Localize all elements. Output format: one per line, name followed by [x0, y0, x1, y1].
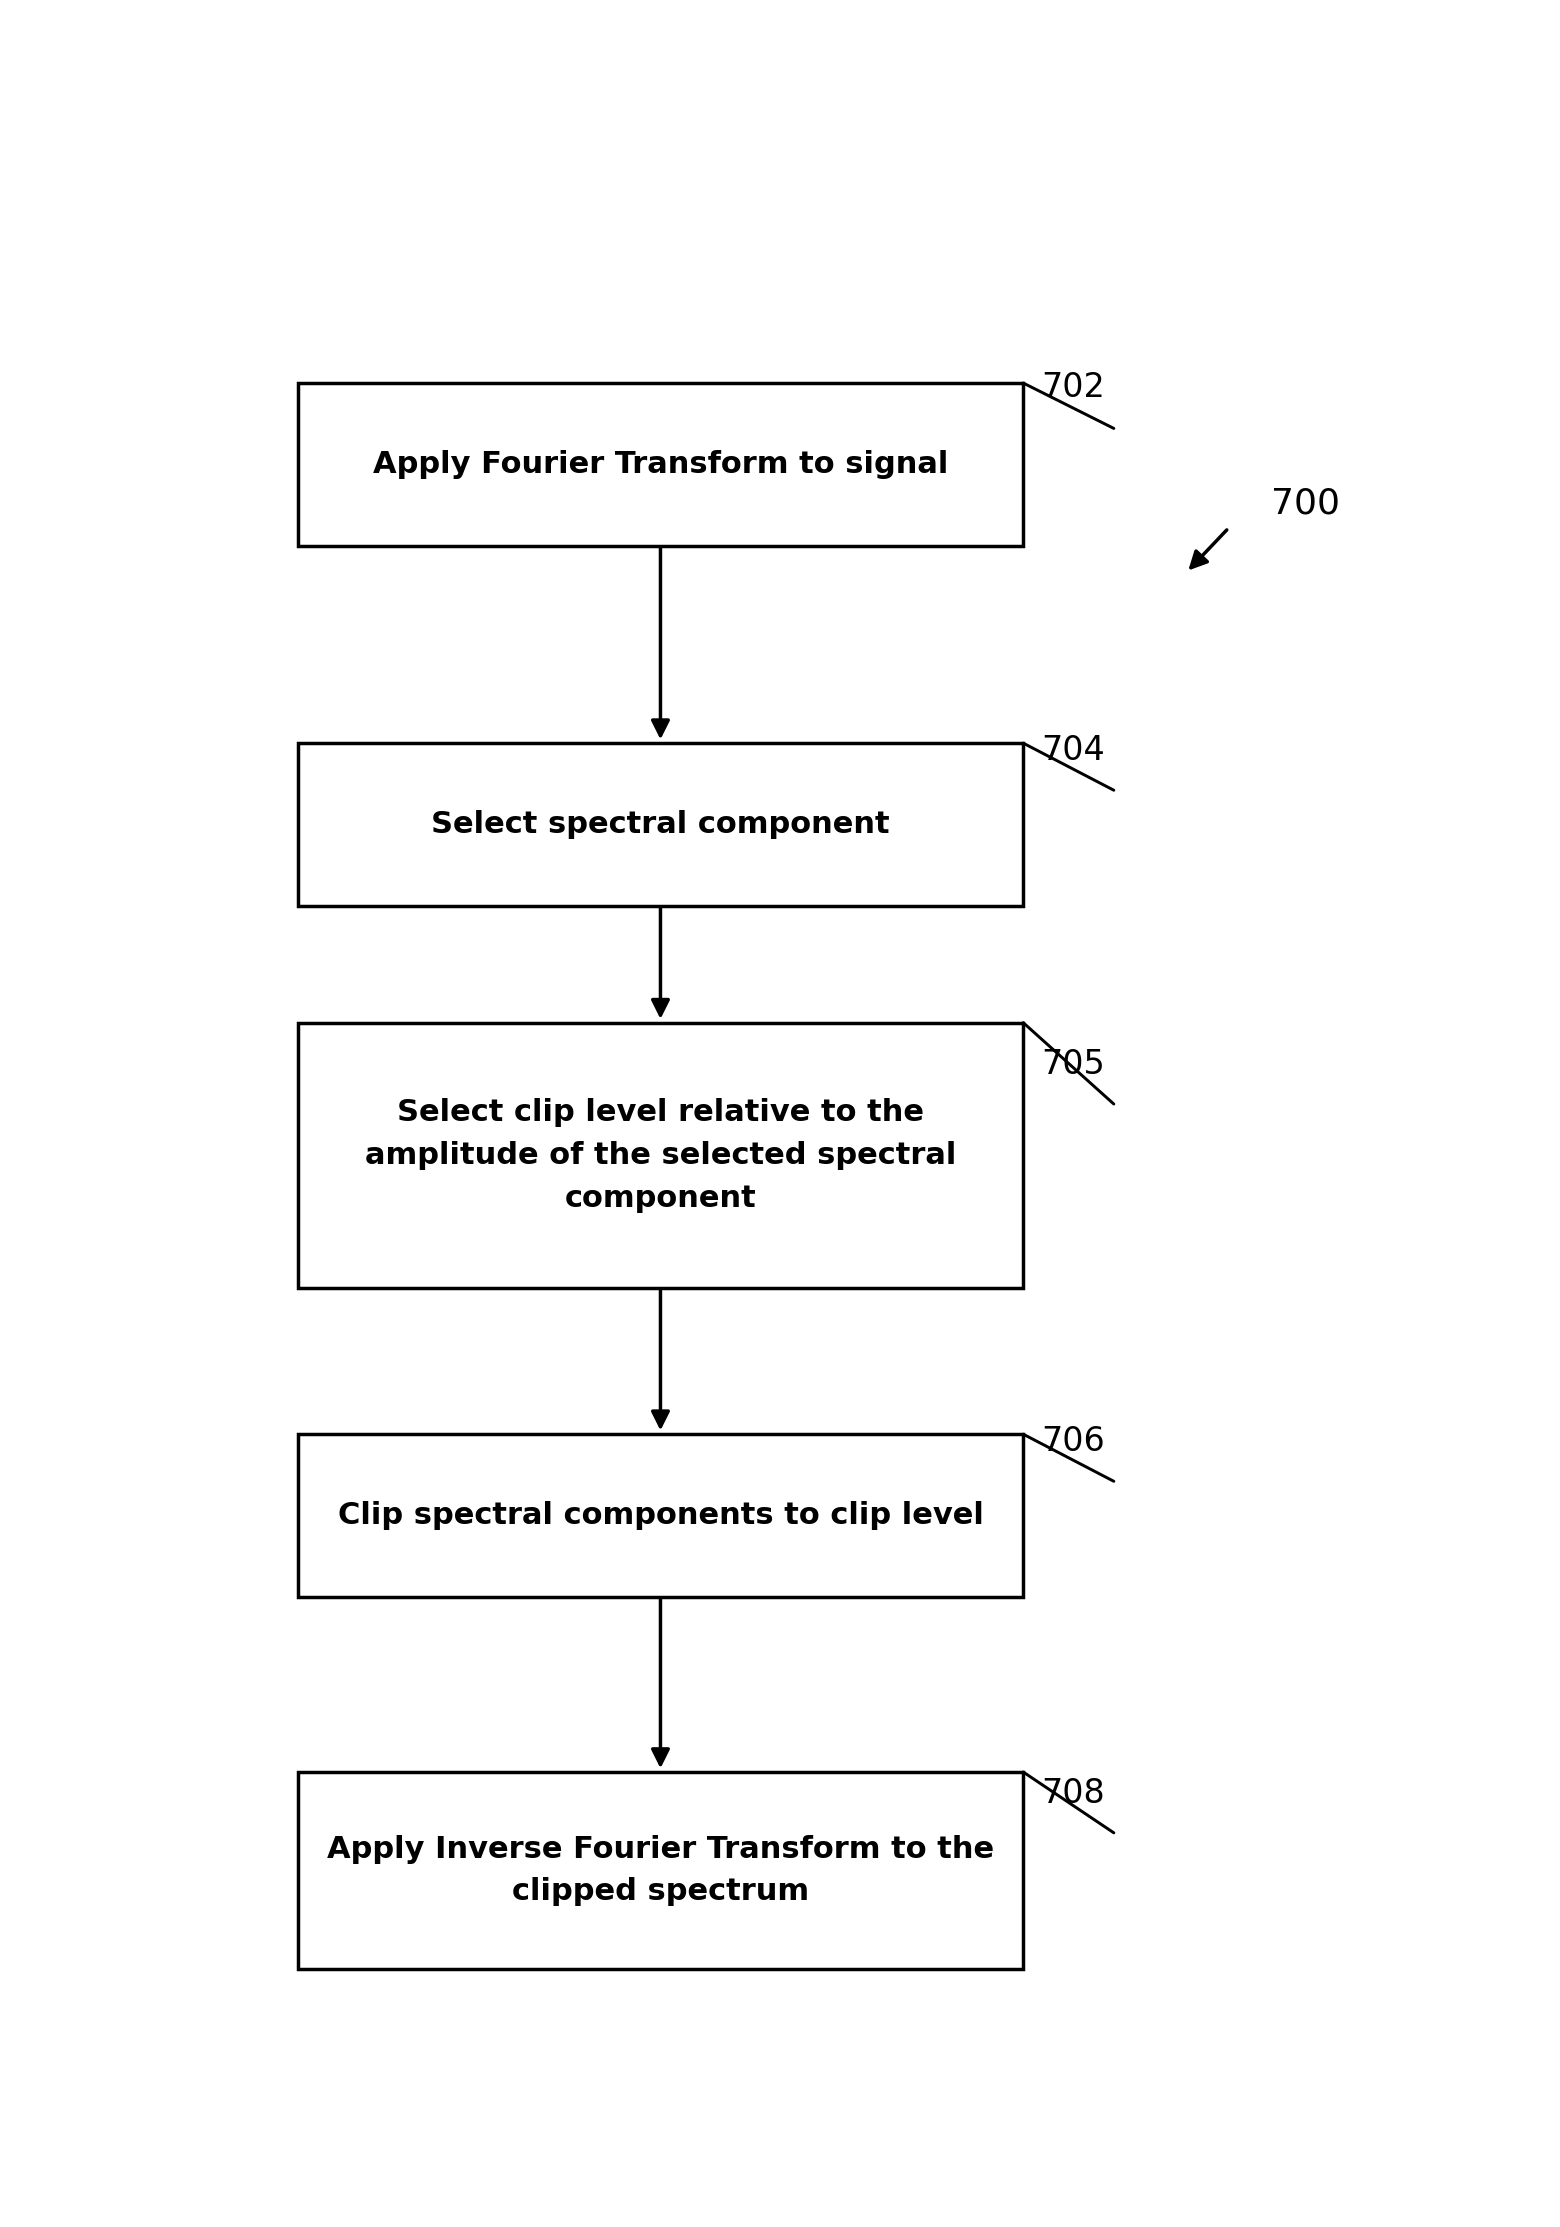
Text: Apply Fourier Transform to signal: Apply Fourier Transform to signal: [373, 450, 948, 479]
Text: Apply Inverse Fourier Transform to the
clipped spectrum: Apply Inverse Fourier Transform to the c…: [328, 1835, 994, 1906]
Bar: [298, 383, 1023, 546]
Text: 704: 704: [1042, 735, 1104, 768]
Text: 702: 702: [1042, 370, 1104, 403]
Bar: [298, 1022, 1023, 1289]
Text: 700: 700: [1271, 488, 1340, 521]
Bar: [298, 1773, 1023, 1969]
Text: 705: 705: [1042, 1049, 1104, 1080]
Bar: [298, 1434, 1023, 1597]
Text: Select clip level relative to the
amplitude of the selected spectral
component: Select clip level relative to the amplit…: [365, 1098, 956, 1214]
Text: 708: 708: [1042, 1777, 1104, 1811]
Text: Clip spectral components to clip level: Clip spectral components to clip level: [337, 1501, 983, 1530]
Bar: [298, 744, 1023, 906]
Text: 706: 706: [1042, 1425, 1104, 1459]
Text: Select spectral component: Select spectral component: [431, 811, 889, 840]
